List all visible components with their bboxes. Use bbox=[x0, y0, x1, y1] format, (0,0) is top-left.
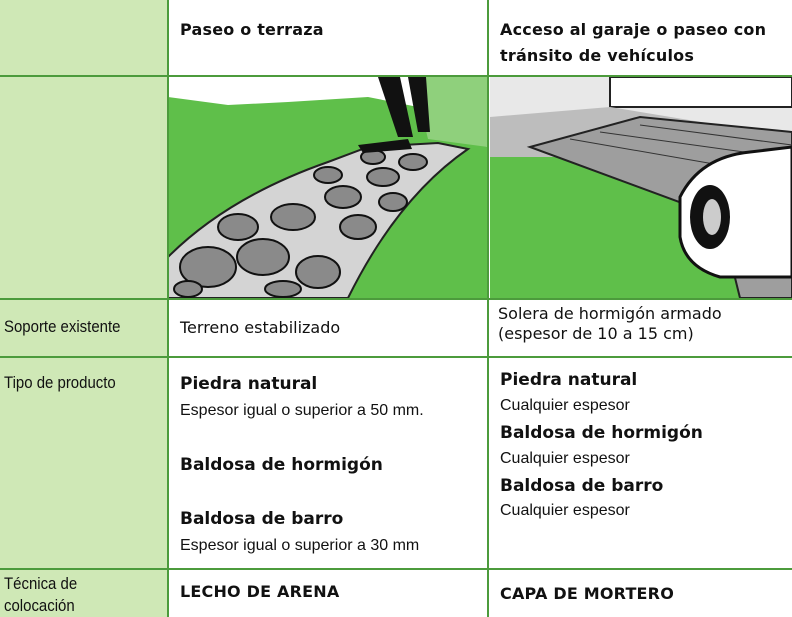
row-label: colocación bbox=[4, 596, 75, 615]
row-line bbox=[0, 568, 792, 570]
product-name: Baldosa de hormigón bbox=[180, 455, 383, 475]
cell-text: Terreno estabilizado bbox=[180, 318, 341, 337]
cell-text: CAPA DE MORTERO bbox=[500, 584, 675, 603]
product-name: Baldosa de barro bbox=[500, 476, 664, 496]
product-note: Cualquier espesor bbox=[500, 450, 630, 467]
column-line bbox=[487, 0, 489, 617]
product-name: Piedra natural bbox=[500, 370, 638, 390]
product-note: Cualquier espesor bbox=[500, 397, 630, 414]
column-header: tránsito de vehículos bbox=[500, 46, 695, 65]
product-note: Espesor igual o superior a 30 mm bbox=[180, 537, 420, 554]
product-name: Baldosa de hormigón bbox=[500, 423, 703, 443]
cell-text: LECHO DE ARENA bbox=[180, 582, 340, 601]
row-line bbox=[0, 298, 792, 300]
column-header: Acceso al garaje o paseo con bbox=[500, 20, 767, 39]
row-label: Tipo de producto bbox=[4, 373, 116, 392]
row-label: Soporte existente bbox=[4, 317, 121, 336]
row-label: Técnica de bbox=[4, 574, 78, 593]
row-line bbox=[0, 356, 792, 358]
column-line bbox=[167, 0, 169, 617]
side-column bbox=[0, 0, 168, 617]
product-note: Cualquier espesor bbox=[500, 502, 630, 519]
path-illustration bbox=[168, 77, 488, 298]
product-note: Espesor igual o superior a 50 mm. bbox=[180, 402, 424, 419]
cell-text: Solera de hormigón armado bbox=[498, 304, 722, 323]
product-name: Piedra natural bbox=[180, 374, 318, 394]
product-name: Baldosa de barro bbox=[180, 509, 344, 529]
garage-illustration bbox=[490, 77, 792, 298]
row-line bbox=[0, 75, 792, 77]
cell-text: (espesor de 10 a 15 cm) bbox=[498, 324, 694, 343]
column-header: Paseo o terraza bbox=[180, 20, 324, 39]
